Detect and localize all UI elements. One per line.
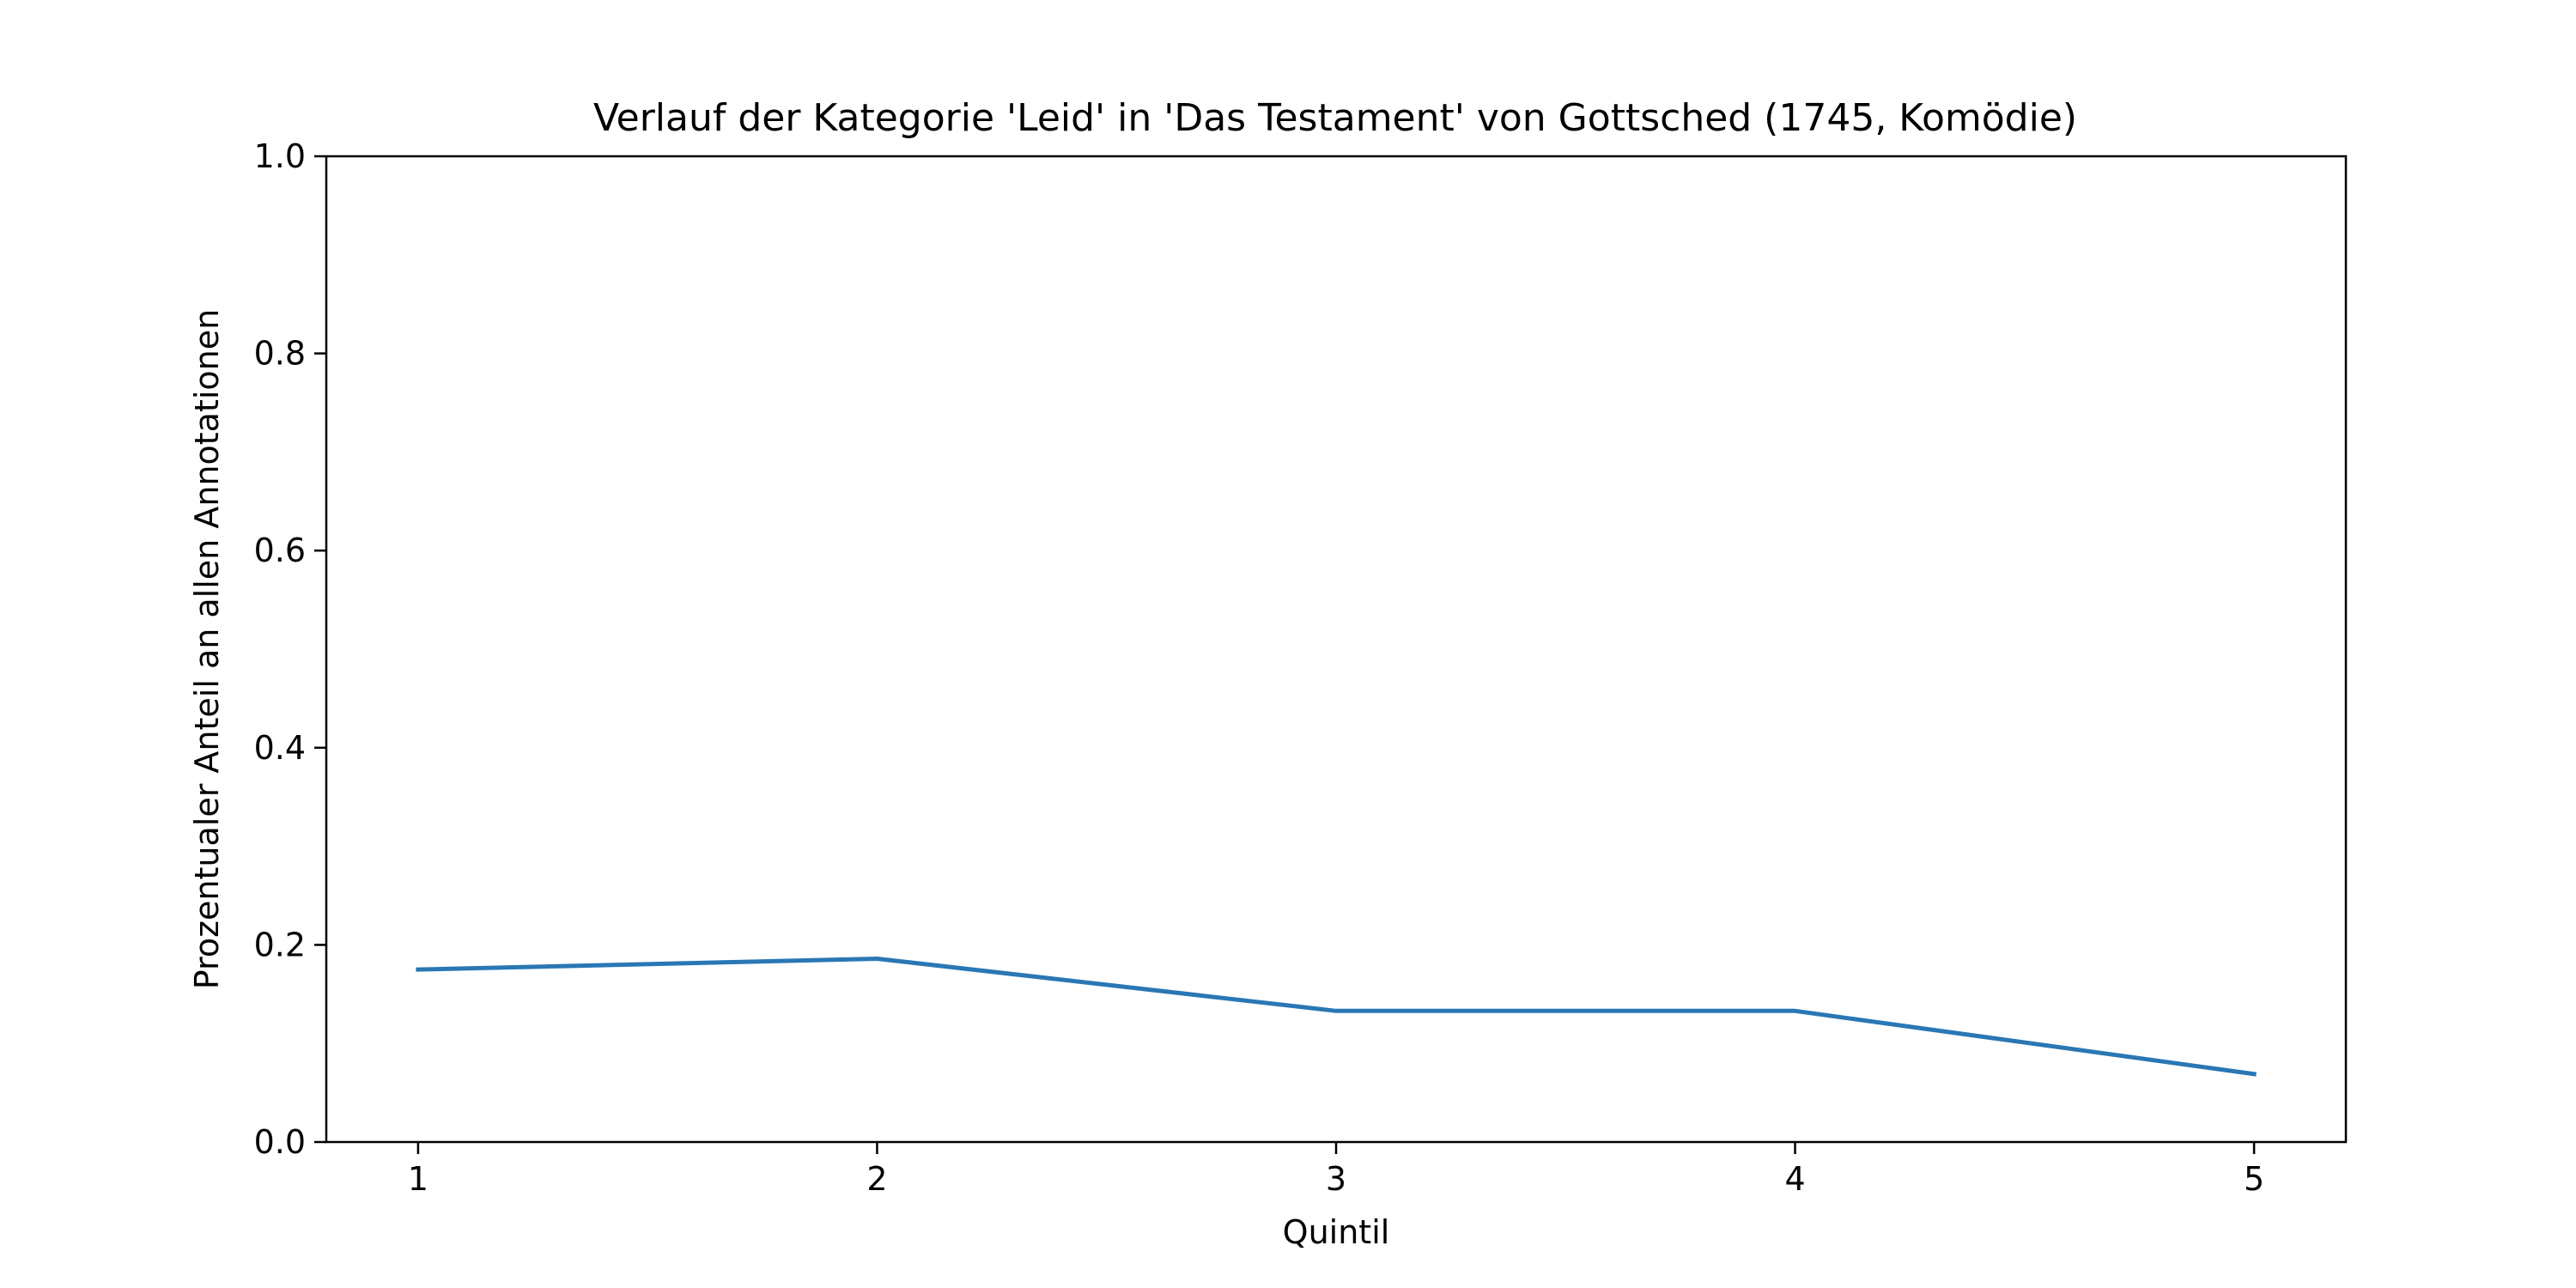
plot-frame [325, 155, 2348, 1144]
series-line [416, 957, 2257, 1077]
chart-title: Verlauf der Kategorie 'Leid' in 'Das Tes… [593, 96, 2077, 140]
y-axis-label: Prozentualer Anteil an allen Annotatione… [188, 309, 226, 989]
x-axis-label: Quintil [1283, 1213, 1390, 1251]
x-tick-label: 3 [1326, 1160, 1346, 1198]
y-axis-ticks: 0.0 0.2 0.4 0.6 0.8 1.0 [254, 137, 326, 1161]
y-tick-label: 0.2 [254, 926, 306, 963]
y-tick-label: 0.8 [254, 335, 306, 373]
x-axis-ticks: 1 2 3 4 5 [408, 1142, 2264, 1198]
y-tick-label: 0.4 [254, 729, 306, 767]
y-tick-label: 1.0 [254, 137, 306, 175]
x-tick-label: 1 [408, 1160, 428, 1198]
x-tick-label: 5 [2244, 1160, 2264, 1198]
x-tick-label: 2 [866, 1160, 887, 1198]
y-tick-label: 0.6 [254, 532, 306, 569]
y-tick-label: 0.0 [254, 1123, 306, 1161]
x-tick-label: 4 [1784, 1160, 1805, 1198]
